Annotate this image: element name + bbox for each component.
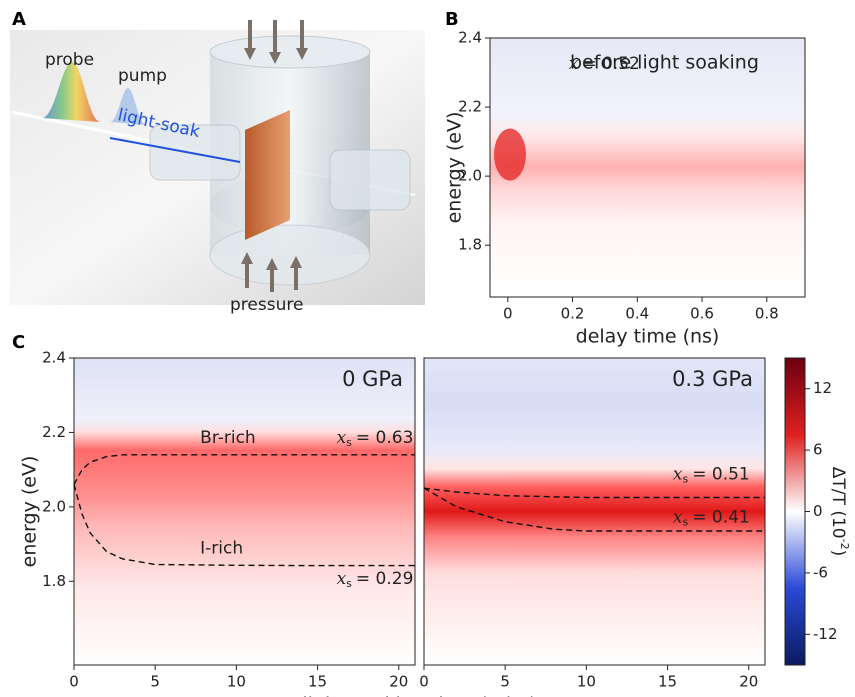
heatmap (424, 358, 765, 665)
x-tick-label: 20 (739, 673, 758, 691)
y-tick-label: 2.4 (458, 29, 482, 47)
window (329, 149, 411, 211)
annotation-text: = 0.52 (582, 54, 640, 74)
pressure-arrows (241, 20, 308, 292)
dashed-trace (423, 487, 765, 499)
colorbar-label-main: ΔT/T (10 (828, 467, 848, 539)
light-soak-arrow (109, 137, 241, 163)
annotation: xs = 0.63 (337, 427, 414, 449)
colorbar-tick-label: -12 (813, 625, 838, 643)
annotation-text: = 0.63 (356, 428, 414, 448)
dashed-trace (423, 487, 765, 532)
annotation: xs = 0.41 (673, 507, 750, 529)
annotation-text: = 0.51 (692, 465, 750, 485)
x-tick-label: 10 (577, 673, 596, 691)
cell-top (209, 35, 371, 69)
panel-label: A (12, 9, 26, 30)
y-tick-label: 1.8 (458, 236, 482, 254)
probe-label: probe (45, 50, 94, 70)
x-tick-label: 0.6 (690, 305, 714, 323)
x-axis-label: light-soaking time (min.) (302, 694, 536, 697)
annotation-variable: x (337, 569, 347, 589)
plot-title: 0 GPa (342, 367, 403, 391)
annotation-subscript: s (683, 516, 689, 529)
y-tick-label: 1.8 (42, 572, 66, 590)
annotation-subscript: s (346, 577, 352, 590)
colorbar-label-sup: -2 (838, 539, 851, 550)
probe-pulse (42, 62, 100, 122)
x-tick-label: 15 (308, 673, 327, 691)
y-tick-label: 2.0 (42, 497, 66, 515)
x-tick-label: 5 (500, 673, 510, 691)
annotation-subscript: s (346, 436, 352, 449)
annotation: xs = 0.29 (337, 569, 414, 591)
colorbar-tick-label: -6 (813, 563, 828, 581)
panel-label: C (12, 332, 25, 353)
x-tick-label: 5 (150, 673, 160, 691)
heatmap (74, 358, 415, 665)
annotation-variable: x (337, 427, 347, 447)
x-tick-label: 0 (503, 305, 513, 323)
y-axis-label: energy (eV) (444, 112, 466, 224)
y-tick-label: 2.2 (42, 423, 66, 441)
colorbar-tick-label: 0 (813, 502, 823, 520)
y-tick-label: 2.2 (458, 98, 482, 116)
x-axis-label: delay time (ns) (576, 326, 720, 348)
x-tick-label: 0.4 (625, 305, 649, 323)
sample (245, 110, 290, 240)
annotation: x = 0.52 (569, 53, 640, 74)
x-tick-label: 15 (658, 673, 677, 691)
annotation-text: I-rich (200, 538, 243, 558)
colorbar-label: ΔT/T (10-2) (828, 467, 851, 556)
annotation: I-rich (200, 538, 243, 558)
annotation-text: = 0.29 (356, 569, 414, 589)
dashed-trace (73, 484, 415, 567)
annotation: Br-rich (200, 428, 256, 448)
cell-bottom (209, 224, 371, 286)
annotation: xs = 0.51 (673, 464, 750, 486)
annotation-text: Br-rich (200, 428, 256, 448)
plot-frame (423, 357, 766, 666)
x-tick-label: 0.8 (755, 305, 779, 323)
colorbar (784, 357, 806, 666)
panel-label: B (445, 9, 459, 30)
x-tick-label: 0.2 (561, 305, 585, 323)
annotation-variable: x (673, 507, 683, 527)
y-tick-label: 2.0 (458, 167, 482, 185)
annotation-text: = 0.41 (692, 508, 750, 528)
colorbar-tick-label: 12 (813, 379, 832, 397)
plot-frame (73, 357, 416, 666)
panel-a: A probe pump light-soak pressure (10, 9, 425, 315)
x-tick-label: 20 (389, 673, 408, 691)
x-tick-label: 0 (419, 673, 429, 691)
y-tick-label: 2.4 (42, 349, 66, 367)
plot-frame (489, 37, 806, 298)
pressure-label: pressure (230, 295, 303, 315)
x-tick-label: 0 (69, 673, 79, 691)
annotation-variable: x (569, 53, 579, 73)
heatmap-onset (494, 128, 526, 181)
colorbar-tick-label: 6 (813, 441, 823, 459)
pump-pulse (110, 88, 146, 125)
window (149, 124, 241, 181)
plot-title: before light soaking (570, 52, 759, 74)
pump-label: pump (118, 66, 167, 86)
colorbar-label-end: ) (828, 550, 848, 557)
heatmap (490, 38, 805, 297)
plot-title: 0.3 GPa (672, 367, 753, 391)
x-tick-label: 10 (227, 673, 246, 691)
annotation-variable: x (673, 464, 683, 484)
annotation-subscript: s (683, 473, 689, 486)
dashed-trace (73, 454, 415, 485)
y-axis-label: energy (eV) (19, 456, 41, 568)
